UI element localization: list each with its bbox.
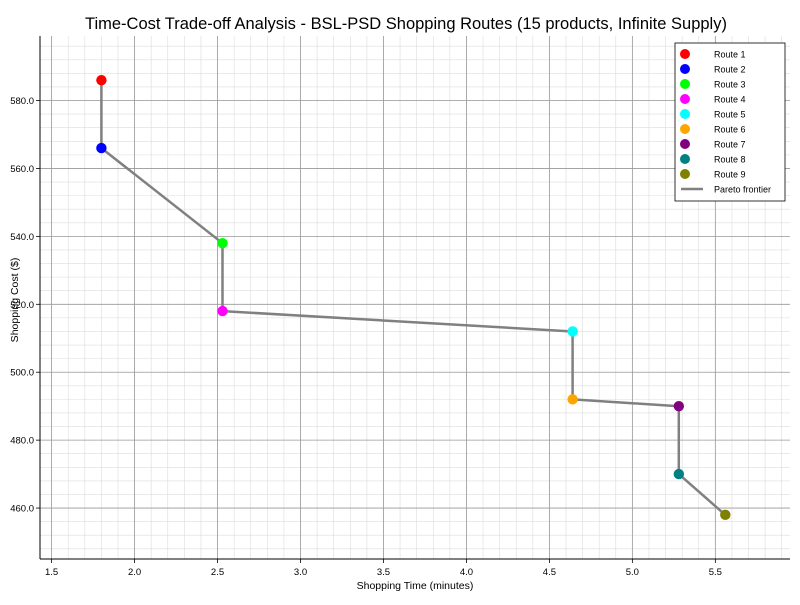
route-7-point xyxy=(674,401,684,411)
x-tick-label: 5.5 xyxy=(709,567,722,578)
route-3-point xyxy=(217,238,227,248)
points-layer xyxy=(96,75,730,520)
legend-label: Route 3 xyxy=(714,80,746,90)
legend-label-frontier: Pareto frontier xyxy=(714,185,771,195)
x-tick-label: 4.0 xyxy=(460,567,473,578)
legend-label: Route 8 xyxy=(714,155,746,165)
legend-marker xyxy=(680,124,690,134)
legend-marker xyxy=(680,169,690,179)
legend-label: Route 1 xyxy=(714,50,746,60)
pareto-frontier-layer xyxy=(101,80,725,515)
y-tick-label: 560.0 xyxy=(10,164,34,175)
legend-marker xyxy=(680,79,690,89)
legend-marker xyxy=(680,49,690,59)
y-axis-label: Shopping Cost ($) xyxy=(9,258,21,343)
legend-marker xyxy=(680,64,690,74)
x-axis-label: Shopping Time (minutes) xyxy=(357,580,474,592)
route-5-point xyxy=(567,326,577,336)
legend-label: Route 2 xyxy=(714,65,746,75)
y-tick-label: 460.0 xyxy=(10,504,34,515)
route-9-point xyxy=(720,510,730,520)
x-ticks: 1.5 2.0 2.5 3.0 3.5 4.0 4.5 5.0 5.5 xyxy=(45,559,722,578)
legend-marker xyxy=(680,94,690,104)
x-tick-label: 2.5 xyxy=(211,567,224,578)
x-tick-label: 4.5 xyxy=(543,567,556,578)
legend-marker xyxy=(680,154,690,164)
legend-marker xyxy=(680,139,690,149)
legend-marker xyxy=(680,109,690,119)
legend: Route 1 Route 2 Route 3 Route 4 Route 5 Route… xyxy=(675,43,785,201)
chart-title: Time-Cost Trade-off Analysis - BSL-PSD S… xyxy=(85,15,727,33)
y-tick-label: 480.0 xyxy=(10,436,34,447)
route-6-point xyxy=(567,394,577,404)
x-tick-label: 3.5 xyxy=(377,567,390,578)
route-2-point xyxy=(96,143,106,153)
legend-label: Route 9 xyxy=(714,170,746,180)
y-tick-label: 500.0 xyxy=(10,368,34,379)
x-tick-label: 1.5 xyxy=(45,567,58,578)
x-tick-label: 5.0 xyxy=(626,567,639,578)
y-tick-label: 580.0 xyxy=(10,96,34,107)
legend-label: Route 4 xyxy=(714,95,746,105)
x-tick-label: 2.0 xyxy=(128,567,141,578)
legend-label: Route 6 xyxy=(714,125,746,135)
legend-label: Route 7 xyxy=(714,140,746,150)
pareto-frontier-line xyxy=(101,80,725,515)
legend-label: Route 5 xyxy=(714,110,746,120)
route-4-point xyxy=(217,306,227,316)
route-1-point xyxy=(96,75,106,85)
route-8-point xyxy=(674,469,684,479)
y-tick-label: 540.0 xyxy=(10,232,34,243)
x-tick-label: 3.0 xyxy=(294,567,307,578)
